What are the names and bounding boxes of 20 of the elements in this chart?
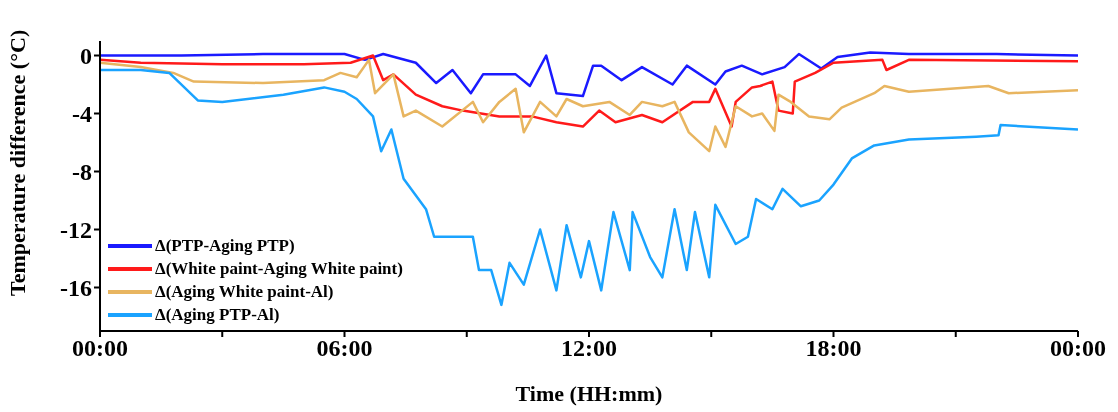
x-tick-label: 00:00 (72, 335, 128, 362)
legend-label: Δ(PTP-Aging PTP) (155, 235, 295, 256)
x-tick-label: 18:00 (805, 335, 862, 362)
x-tick-label: 12:00 (561, 335, 617, 362)
x-axis-title: Time (HH:mm) (515, 381, 663, 406)
x-tick-label: 06:00 (316, 335, 373, 362)
y-tick-label: -8 (72, 159, 92, 186)
line-series (100, 58, 1078, 153)
y-axis-title: Temperature difference (°C) (4, 29, 30, 296)
line-series (100, 68, 1078, 307)
legend-label: Δ(White paint-Aging White paint) (155, 258, 403, 279)
y-tick-label: -4 (72, 101, 92, 128)
y-tick-label: -16 (60, 275, 92, 302)
line-series (100, 51, 1078, 98)
y-tick-label: 0 (80, 43, 92, 70)
x-tick-label: 00:00 (1050, 335, 1106, 362)
y-tick-label: -12 (60, 217, 92, 244)
legend-label: Δ(Aging PTP-Al) (155, 304, 280, 325)
legend-label: Δ(Aging White paint-Al) (155, 281, 334, 302)
line-series (100, 54, 1078, 128)
